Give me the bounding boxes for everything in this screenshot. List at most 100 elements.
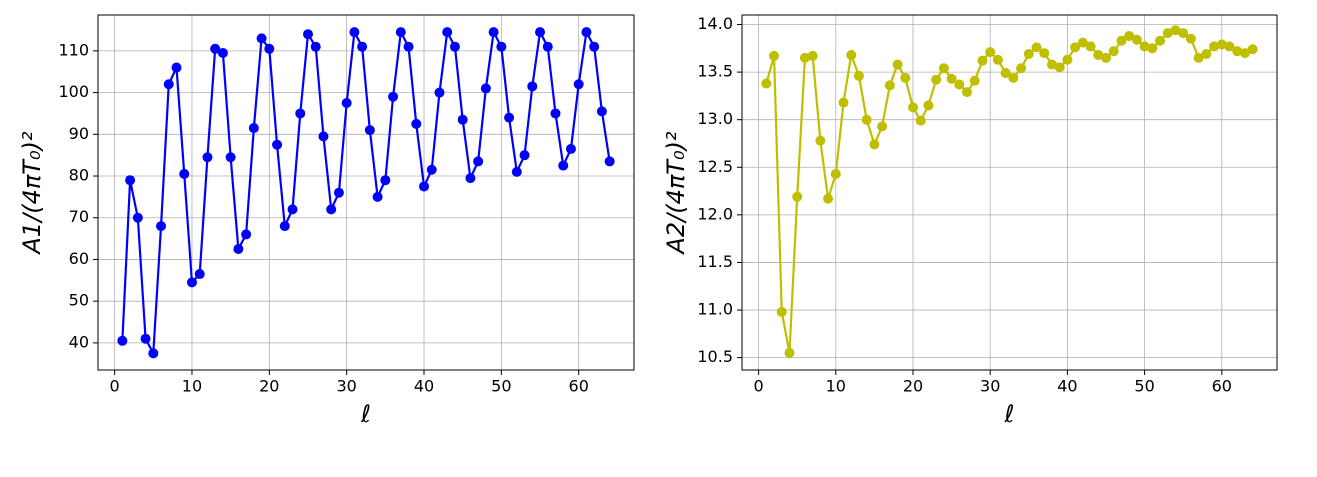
data-point [769,50,780,61]
data-point [148,348,159,359]
data-point [202,152,213,163]
data-point [1185,33,1196,44]
data-point [869,139,880,150]
data-point [992,54,1003,65]
y-tick-label: 11.0 [697,300,733,319]
data-point [1178,28,1189,39]
data-point [179,168,190,179]
data-point [1232,46,1243,57]
data-point [542,41,553,52]
data-point [272,139,283,150]
data-point [295,108,306,119]
data-point [488,27,499,38]
data-point [565,143,576,154]
data-point [1124,30,1135,41]
data-point [938,63,949,74]
axes-frame [741,14,1278,371]
data-point [907,102,918,113]
x-tick-label: 40 [1057,377,1077,396]
data-point [1000,68,1011,79]
data-point [1201,49,1212,60]
data-point [241,229,252,240]
data-point [550,108,561,119]
data-point [132,212,143,223]
data-point [807,50,818,61]
data-point [823,193,834,204]
y-axis-label: A2/(4πT₀)² [662,131,690,256]
data-point [380,175,391,186]
y-tick-label: 12.0 [697,204,733,223]
data-point [1193,52,1204,63]
data-point [403,41,414,52]
y-tick-label: 10.5 [697,347,733,366]
data-point [504,112,515,123]
data-point [480,83,491,94]
data-point [892,59,903,70]
y-tick-label: 12.5 [697,157,733,176]
data-point [473,156,484,167]
x-tick-label: 60 [1212,377,1232,396]
data-point [496,41,507,52]
data-point [604,156,615,167]
data-point [125,175,136,186]
data-point [333,187,344,198]
y-tick-label: 100 [58,82,89,101]
data-point [140,333,151,344]
data-point [776,306,787,317]
y-tick-label: 90 [69,124,89,143]
data-point [969,75,980,86]
data-point [838,97,849,108]
x-axis-label: ℓ [360,400,371,428]
data-point [1108,46,1119,57]
x-tick-label: 30 [336,377,356,396]
data-point [434,87,445,98]
data-point [846,49,857,60]
data-point [1085,41,1096,52]
data-point [1039,48,1050,59]
data-point [931,74,942,85]
x-tick-label: 50 [491,377,511,396]
y-axis-label: A1/(4πT₀)² [18,131,46,256]
y-tick-label: 14.0 [697,14,733,33]
data-point [302,29,313,40]
data-point [985,47,996,58]
y-tick-label: 40 [69,332,89,351]
x-tick-label: 60 [569,377,589,396]
data-point [519,150,530,161]
data-point [761,78,772,89]
x-tick-label: 30 [980,377,1000,396]
data-point [1070,42,1081,53]
data-point [1077,37,1088,48]
data-point [248,123,259,134]
data-point [527,81,538,92]
data-point [1093,49,1104,60]
y-tick-label: 50 [69,291,89,310]
data-point [915,115,926,126]
data-point [225,152,236,163]
data-point [792,191,803,202]
data-point [877,121,888,132]
data-point [395,27,406,38]
data-point [186,277,197,288]
data-point [256,33,267,44]
data-point [1239,48,1250,59]
data-point [815,135,826,146]
data-point [171,62,182,73]
data-point [558,160,569,171]
data-point [1062,54,1073,65]
data-point [310,41,321,52]
data-point [442,27,453,38]
x-tick-label: 50 [1134,377,1154,396]
data-point [861,114,872,125]
y-tick-label: 60 [69,249,89,268]
data-point [326,204,337,215]
data-point [457,114,468,125]
x-tick-label: 0 [754,377,764,396]
y-tick-label: 11.5 [697,252,733,271]
data-point [411,118,422,129]
data-point [1139,41,1150,52]
data-point [194,269,205,280]
data-point [210,43,221,54]
data-point [349,27,360,38]
